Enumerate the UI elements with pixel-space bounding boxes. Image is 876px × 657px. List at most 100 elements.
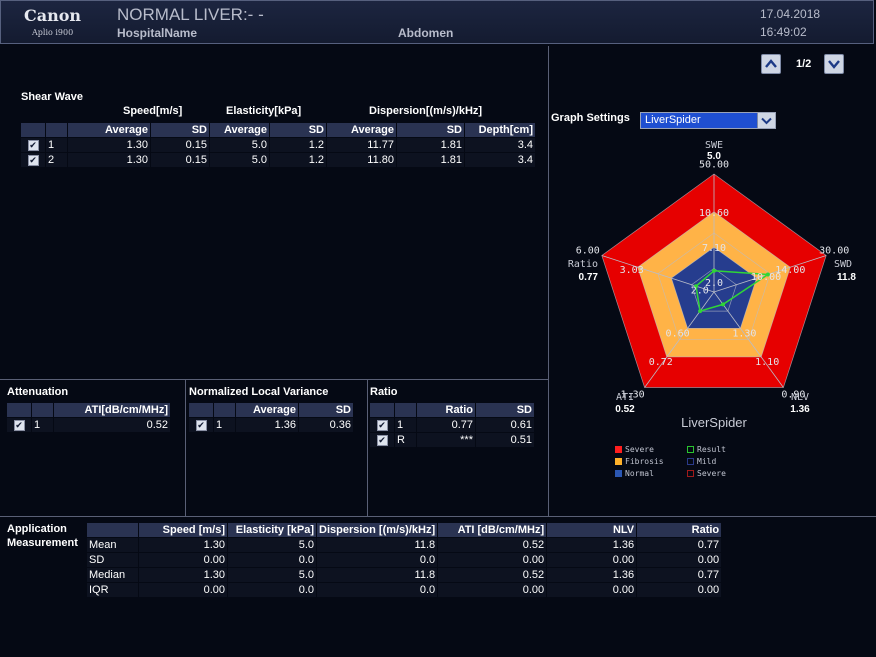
legend-swatch-normal [615,470,622,477]
column-header: SD [151,123,209,137]
column-header: Speed [m/s] [139,523,227,537]
column-header: ATI[dB/cm/MHz] [54,403,170,417]
axis-tick-label: 30.00 [819,246,849,257]
result-point [721,302,725,307]
table-cell: 5.0 [228,568,316,582]
row-checkbox[interactable]: ✔ [27,154,39,166]
table-row: ✔ 1 0.52 [7,418,170,432]
attenuation-table: ATI[dB/cm/MHz] ✔ 1 0.52 [6,402,171,433]
table-cell: 0.0 [317,583,438,597]
column-header: ATI [dB/cm/MHz] [438,523,547,537]
table-cell: 1.81 [397,153,464,167]
axis-name: SWE [705,140,723,151]
column-header: Elasticity [kPa] [228,523,316,537]
table-cell: 0.52 [54,418,170,432]
axis-value: 1.36 [790,404,810,415]
result-point [698,309,703,314]
table-row: ✔ 1 0.77 0.61 [370,418,534,432]
panel-divider-vertical [548,46,549,516]
column-header: Ratio [417,403,475,417]
row-label: IQR [87,583,138,597]
result-polygon [695,270,771,313]
panel-divider-bottom [0,516,876,517]
table-cell: 0.0 [228,553,316,567]
dispersion-group-label: Dispersion[(m/s)/kHz] [369,105,483,117]
axis-tick-label: 1.30 [621,390,645,401]
column-header: Average [236,403,298,417]
speed-group-label: Speed[m/s] [123,105,183,117]
header-bar [0,0,874,44]
column-header: SD [397,123,464,137]
application-measurement-title: Application Measurement [7,522,78,550]
row-label: SD [87,553,138,567]
axis-tick-label: 0.60 [666,328,690,339]
exam-date: 17.04.2018 [760,7,821,21]
axis-tick-label: 0.72 [649,357,673,368]
table-cell: 1.36 [547,568,637,582]
legend-swatch-fibrosis [615,458,622,465]
panel-divider-attenuation [185,379,186,516]
row-checkbox[interactable]: ✔ [376,434,388,446]
web-ring [637,211,791,358]
page-down-button[interactable] [824,54,844,74]
header-cell [370,403,394,417]
row-id: 1 [46,138,67,152]
table-cell: 0.77 [637,568,722,582]
axis-spoke [644,291,715,388]
axis-tick-label: 3.03 [620,265,644,276]
axis-name: NLV [791,392,809,403]
table-row: Mean 1.30 5.0 11.8 0.52 1.36 0.77 [87,538,722,552]
page-up-button[interactable] [761,54,781,74]
web-ring [601,173,827,388]
exam-region: Abdomen [398,26,454,40]
table-cell: 11.8 [317,568,438,582]
table-cell: 0.00 [438,553,547,567]
legend-swatch-result [687,446,694,453]
ratio-title: Ratio [370,386,398,398]
table-cell: 0.15 [151,138,209,152]
table-cell: 1.30 [139,538,227,552]
elasticity-group-label: Elasticity[kPa] [226,105,302,117]
table-cell: 1.2 [270,138,326,152]
dropdown-arrow[interactable] [757,113,775,128]
chart-title: LiverSpider [681,415,747,430]
axis-name: SWD [834,259,852,270]
table-cell: 1.30 [139,568,227,582]
table-cell: 1.36 [547,538,637,552]
table-cell: 11.77 [327,138,396,152]
table-header-row: Ratio SD [370,403,534,417]
column-header: Dispersion [(m/s)/kHz] [317,523,438,537]
table-header-row: Speed [m/s] Elasticity [kPa] Dispersion … [87,523,722,537]
table-cell: 5.0 [210,138,269,152]
row-checkbox[interactable]: ✔ [13,419,25,431]
application-title-line1: Application [7,523,67,535]
row-checkbox[interactable]: ✔ [27,139,39,151]
table-cell: 0.77 [637,538,722,552]
row-id: 1 [395,418,416,432]
table-header-row: ATI[dB/cm/MHz] [7,403,170,417]
table-header-row: Average SD Average SD Average SD Depth[c… [21,123,535,137]
axis-tick-label: 14.00 [775,265,805,276]
axis-tick-label: 1.30 [732,328,756,339]
table-cell: *** [417,433,475,447]
result-point [712,268,716,273]
legend-label: Mild [697,457,717,466]
nlv-title: Normalized Local Variance [189,386,329,398]
table-cell: 0.00 [547,553,637,567]
legend-label: Fibrosis [625,457,664,466]
panel-divider-nlv [367,379,368,516]
table-cell: 11.80 [327,153,396,167]
row-checkbox[interactable]: ✔ [376,419,388,431]
axis-tick-label: 0.90 [781,390,805,401]
table-row: ✔ R *** 0.51 [370,433,534,447]
table-cell: 0.61 [476,418,534,432]
axis-name: ATI [616,392,634,403]
application-measurement-table: Speed [m/s] Elasticity [kPa] Dispersion … [86,522,722,598]
graph-type-select[interactable]: LiverSpider [640,112,776,129]
header-cell [21,123,45,137]
row-checkbox[interactable]: ✔ [195,419,207,431]
axis-name: Ratio [568,259,598,270]
axis-tick-label: 2.0 [705,278,723,289]
table-cell: 0.00 [139,583,227,597]
